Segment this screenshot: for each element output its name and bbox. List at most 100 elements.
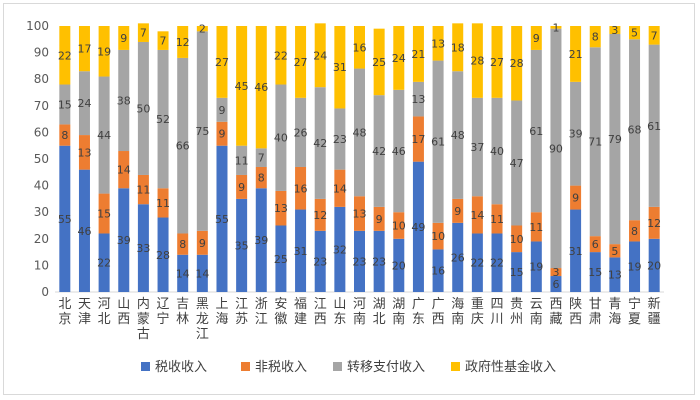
bar-segment — [196, 254, 208, 292]
data-label: 12 — [313, 209, 327, 222]
data-label: 6 — [592, 238, 599, 251]
data-label: 44 — [97, 129, 111, 142]
data-label: 14 — [470, 209, 484, 222]
data-label: 26 — [294, 126, 308, 139]
data-label: 5 — [631, 27, 638, 40]
data-label: 21 — [411, 48, 425, 61]
data-label: 19 — [529, 261, 543, 274]
data-label: 11 — [136, 184, 150, 197]
bar-segment — [471, 233, 483, 292]
data-label: 75 — [195, 125, 209, 138]
data-label: 9 — [199, 237, 206, 250]
y-tick-label: 30 — [34, 205, 49, 219]
data-label: 32 — [333, 243, 347, 256]
category-label: 湖 — [373, 297, 386, 312]
bar-segment — [589, 47, 601, 237]
bar-segment — [589, 252, 601, 292]
bar-segment — [373, 95, 385, 207]
bar-segment — [275, 84, 287, 191]
data-label: 61 — [647, 120, 661, 133]
data-label: 7 — [651, 29, 658, 42]
bar-segment — [353, 68, 366, 197]
category-label: 四 — [491, 297, 504, 312]
bar-segment — [648, 206, 660, 239]
data-label: 90 — [549, 142, 563, 155]
category-label: 安 — [274, 297, 287, 312]
data-label: 55 — [58, 213, 72, 226]
category-label: 南 — [392, 311, 405, 327]
data-label: 13 — [77, 146, 91, 159]
bar-segment — [78, 135, 90, 170]
bar-segment — [353, 230, 366, 292]
bar-segment — [314, 87, 326, 199]
bar-segment — [137, 204, 149, 292]
data-label: 68 — [628, 124, 642, 137]
bar-segment — [177, 26, 189, 58]
data-label: 14 — [195, 267, 209, 280]
bar-segment — [236, 198, 248, 292]
bar-segment — [491, 233, 503, 292]
category-label: 江 — [314, 297, 327, 312]
legend-swatch — [141, 362, 150, 371]
legend-label: 非税收入 — [255, 360, 307, 375]
bar-segment — [491, 97, 503, 205]
data-label: 3 — [611, 24, 618, 37]
data-label: 27 — [215, 56, 229, 69]
bar-segment — [393, 26, 405, 90]
y-tick-label: 90 — [34, 46, 49, 60]
data-label: 71 — [588, 136, 602, 149]
data-label: 48 — [353, 126, 367, 139]
bar-segment — [452, 198, 464, 223]
bar-segment — [609, 33, 621, 245]
data-label: 12 — [647, 217, 661, 230]
data-label: 13 — [274, 202, 288, 215]
category-label: 西 — [432, 312, 445, 327]
bar-segment — [295, 166, 307, 210]
bar-segment — [157, 49, 169, 189]
bar-segment — [78, 169, 90, 292]
data-label: 38 — [117, 94, 131, 107]
bar-segment — [648, 26, 660, 45]
bar-segment — [98, 233, 110, 292]
data-label: 49 — [411, 221, 425, 234]
data-label: 15 — [97, 208, 111, 221]
data-label: 9 — [238, 181, 245, 194]
data-label: 12 — [176, 36, 190, 49]
bar-segment — [275, 225, 287, 292]
bar-segment — [216, 97, 228, 122]
bar-segment — [314, 230, 326, 292]
bar-segment — [530, 49, 542, 213]
data-label: 21 — [569, 48, 583, 61]
bar-segment — [275, 190, 287, 226]
category-label: 津 — [78, 312, 91, 327]
bar-segment — [334, 169, 346, 207]
bar-segment — [196, 31, 208, 231]
bar-segment — [412, 116, 424, 162]
bar-segment — [511, 100, 523, 226]
bar-segment — [137, 41, 149, 175]
data-label: 8 — [258, 172, 265, 185]
y-tick-label: 50 — [34, 152, 49, 166]
bar-segment — [255, 188, 267, 292]
bar-segment — [196, 230, 208, 255]
bar-segment — [98, 193, 110, 234]
category-label: 广 — [432, 297, 445, 312]
category-label: 宁 — [157, 311, 170, 327]
category-label: 北 — [373, 312, 386, 327]
data-label: 35 — [235, 239, 249, 252]
bar-segment — [452, 23, 464, 72]
data-label: 13 — [353, 208, 367, 221]
data-label: 17 — [77, 43, 91, 56]
bar-segment — [570, 209, 582, 292]
data-label: 8 — [179, 238, 186, 251]
y-tick-label: 0 — [41, 285, 49, 299]
data-label: 16 — [431, 265, 445, 278]
data-label: 28 — [470, 55, 484, 68]
data-label: 19 — [628, 261, 642, 274]
bar-segment — [373, 206, 385, 231]
data-label: 11 — [235, 154, 249, 167]
category-label: 陕 — [569, 297, 582, 312]
data-label: 9 — [572, 192, 579, 205]
bar-segment — [530, 212, 542, 242]
category-label: 广 — [412, 297, 425, 312]
